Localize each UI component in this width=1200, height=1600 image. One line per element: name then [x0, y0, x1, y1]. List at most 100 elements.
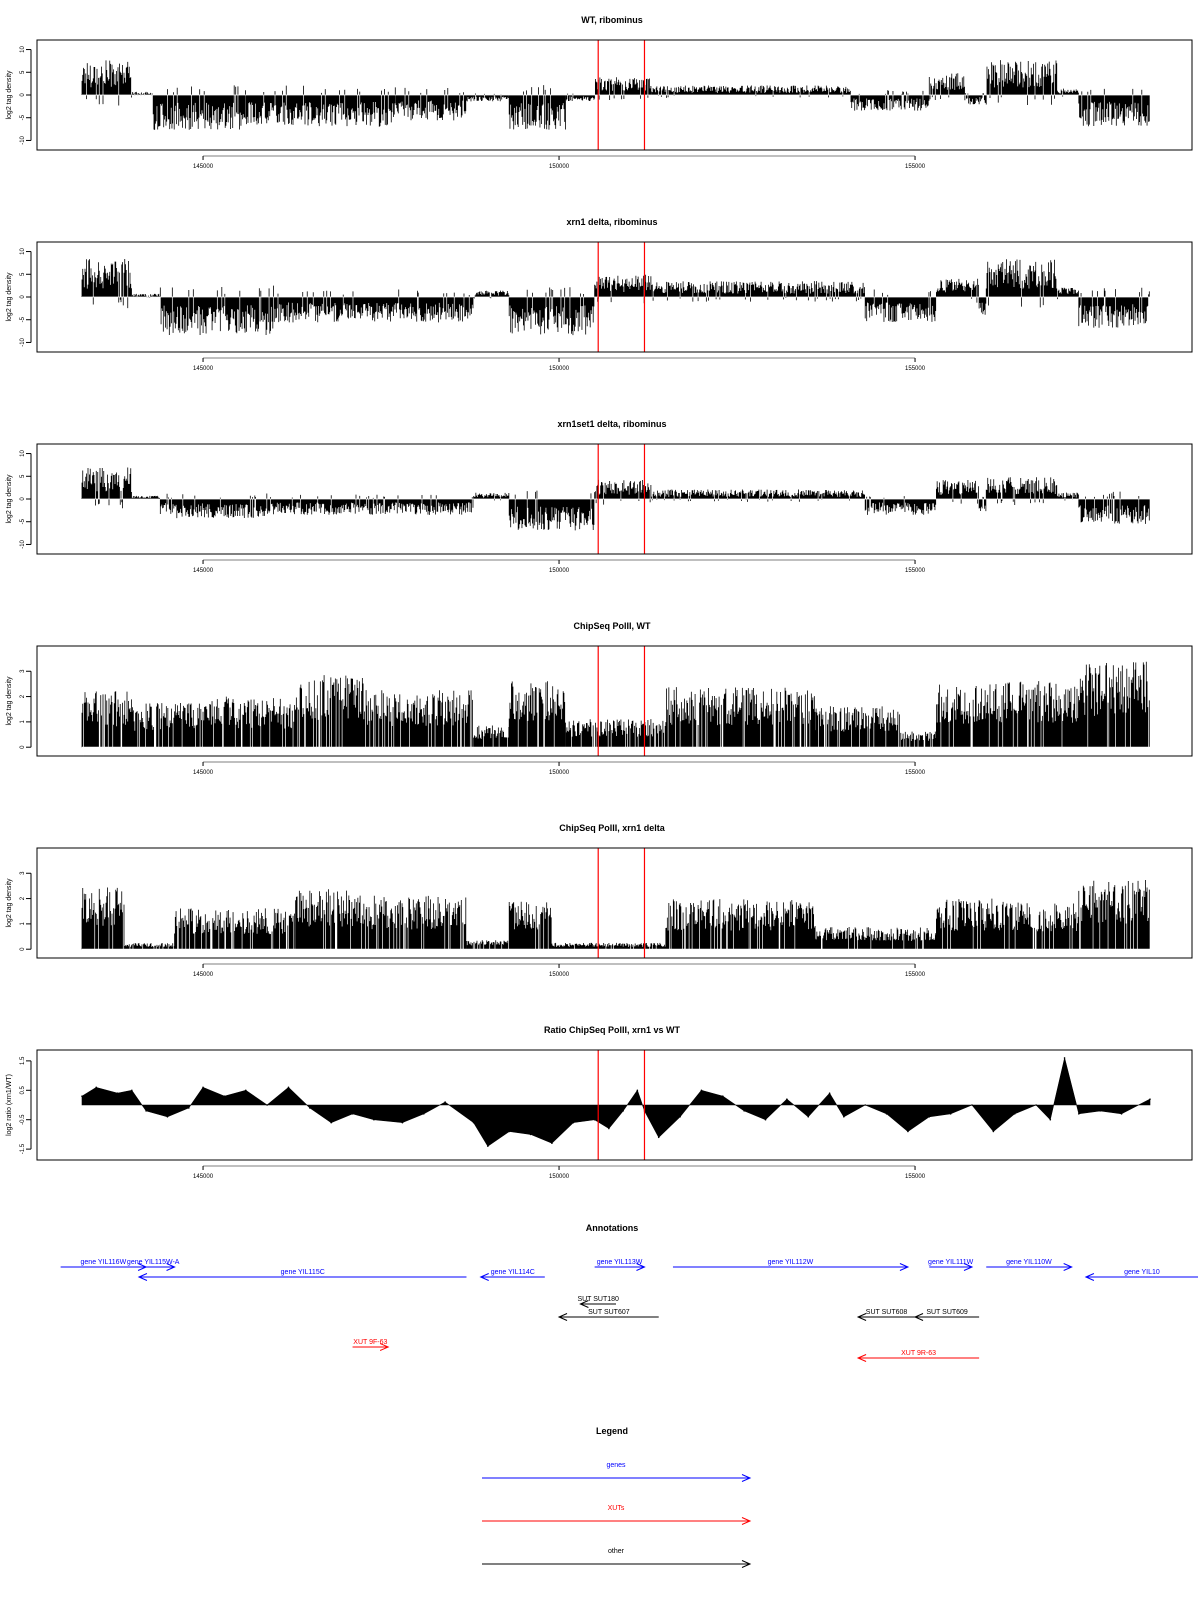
annotation-label: SUT SUT180 [577, 1296, 619, 1303]
signal-bar-segment [81, 60, 132, 106]
signal-bar-segment [81, 691, 132, 748]
signal-bar-segment [295, 889, 367, 950]
ratio-point [401, 1121, 404, 1124]
signal-bar-segment [936, 278, 979, 303]
signal-bar-segment [1057, 88, 1079, 97]
plot-area [81, 258, 1150, 336]
plot-frame [36, 645, 1193, 757]
legend-arrow [482, 1560, 752, 1568]
annotation-label: gene YIL10 [1124, 1269, 1160, 1276]
signal-bar-segment [864, 289, 937, 323]
y-tick-label: -10 [20, 539, 26, 548]
y-axis-label: log2 tag density [6, 70, 13, 120]
legend-items: genes XUTs other [482, 1462, 752, 1568]
annotation-label: SUT SUT609 [926, 1309, 968, 1316]
x-tick-label: 150000 [549, 366, 570, 372]
annotation-arrow [594, 1263, 646, 1271]
chart-title: xrn1set1 delta, ribominus [557, 419, 666, 429]
ratio-point [287, 1086, 290, 1089]
y-tick-label: 0 [20, 497, 26, 501]
plot-frame [36, 1049, 1193, 1161]
signal-bar-segment [651, 85, 851, 98]
signal-bar-segment [565, 93, 595, 102]
signal-bar-segment [81, 467, 132, 509]
signal-bar-segment [131, 495, 160, 499]
ratio-point [722, 1095, 724, 1097]
signal-bar-segment [594, 274, 652, 304]
ratio-point [1099, 1110, 1101, 1112]
chart-title: ChipSeq PolII, WT [574, 621, 651, 631]
signal-bar-segment [174, 908, 295, 950]
x-tick-label: 145000 [193, 366, 214, 372]
x-tick-label: 145000 [193, 770, 214, 776]
annotation-arrow [929, 1263, 974, 1271]
ratio-point [81, 1095, 83, 1097]
signal-bar-segment [551, 942, 666, 950]
ratio-point [166, 1115, 169, 1118]
ratio-point [244, 1089, 247, 1092]
annotations-title: Annotations [586, 1223, 639, 1233]
plot-area [81, 467, 1150, 531]
signal-bar-segment [394, 87, 467, 121]
annotation-arrow [856, 1313, 916, 1321]
chart-panel: xrn1 delta, ribominus log2 tag density -10… [6, 217, 1193, 372]
ratio-point [472, 1121, 475, 1124]
chart-panel: Ratio ChipSeq PolII, xrn1 vs WT log2 rati… [6, 1025, 1193, 1180]
legend-arrow [482, 1517, 752, 1525]
ratio-point [864, 1104, 866, 1106]
signal-bar-segment [273, 289, 474, 323]
signal-bar-segment [936, 898, 994, 950]
y-tick-label: 10 [20, 450, 26, 457]
ratio-point [992, 1130, 995, 1133]
ratio-point [1078, 1113, 1080, 1115]
signal-bar-segment [508, 901, 552, 950]
signal-bar-segment [1078, 287, 1150, 328]
annotation-label: gene YIL110W [1006, 1259, 1052, 1266]
signal-bar-segment [985, 681, 1079, 748]
signal-bar-segment [985, 477, 1058, 506]
signal-bar-segment [245, 85, 396, 127]
plot-frame [36, 443, 1193, 555]
ratio-point [116, 1092, 119, 1095]
y-tick-label: -10 [20, 135, 26, 144]
ratio-point [188, 1107, 190, 1109]
ratio-point [928, 1115, 931, 1118]
legend-label: other [608, 1548, 625, 1555]
legend-label: XUTs [608, 1505, 625, 1512]
signal-bar-segment [565, 719, 666, 748]
ratio-point [807, 1115, 810, 1118]
ratio-point [657, 1136, 660, 1139]
ratio-point [593, 1118, 596, 1121]
annotation-label: SUT SUT607 [588, 1309, 630, 1316]
annotations-panel: Annotations gene YIL116W gene YIL115W-Age… [60, 1223, 1198, 1362]
ratio-point [223, 1095, 226, 1097]
chart-panel: ChipSeq PolII, WT log2 tag density 0 1 2 3 145… [6, 621, 1193, 776]
signal-bar-segment [850, 90, 930, 111]
annotation-arrow [579, 1300, 616, 1308]
plot-area [81, 661, 1150, 748]
signal-bar-segment [202, 696, 296, 748]
signal-bar-segment [273, 494, 474, 515]
legend-label: genes [606, 1462, 626, 1469]
signal-bar-segment [473, 492, 510, 501]
y-axis-label: log2 tag density [6, 272, 13, 322]
plot-area [81, 60, 1150, 130]
x-tick-label: 150000 [549, 1174, 570, 1180]
annotation-arrow [986, 1263, 1073, 1271]
y-tick-label: 2 [20, 694, 26, 698]
signal-bar-segment [473, 290, 510, 299]
signal-bar-segment [366, 895, 467, 950]
signal-bar-segment [594, 77, 652, 101]
signal-bar-segment [992, 901, 1079, 950]
signal-bar-segment [1078, 491, 1150, 524]
legend-title: Legend [596, 1426, 628, 1436]
ratio-point [551, 1142, 553, 1145]
signal-bar-segment [159, 285, 274, 336]
legend-arrow [482, 1474, 752, 1482]
signal-bar-segment [1057, 492, 1079, 501]
y-tick-label: 1.5 [20, 1056, 26, 1065]
ratio-point [608, 1127, 610, 1130]
annotation-label: XUT 9R-63 [901, 1350, 936, 1357]
chart-panel: xrn1set1 delta, ribominus log2 tag densit… [6, 419, 1193, 574]
signal-bar-segment [978, 496, 987, 512]
